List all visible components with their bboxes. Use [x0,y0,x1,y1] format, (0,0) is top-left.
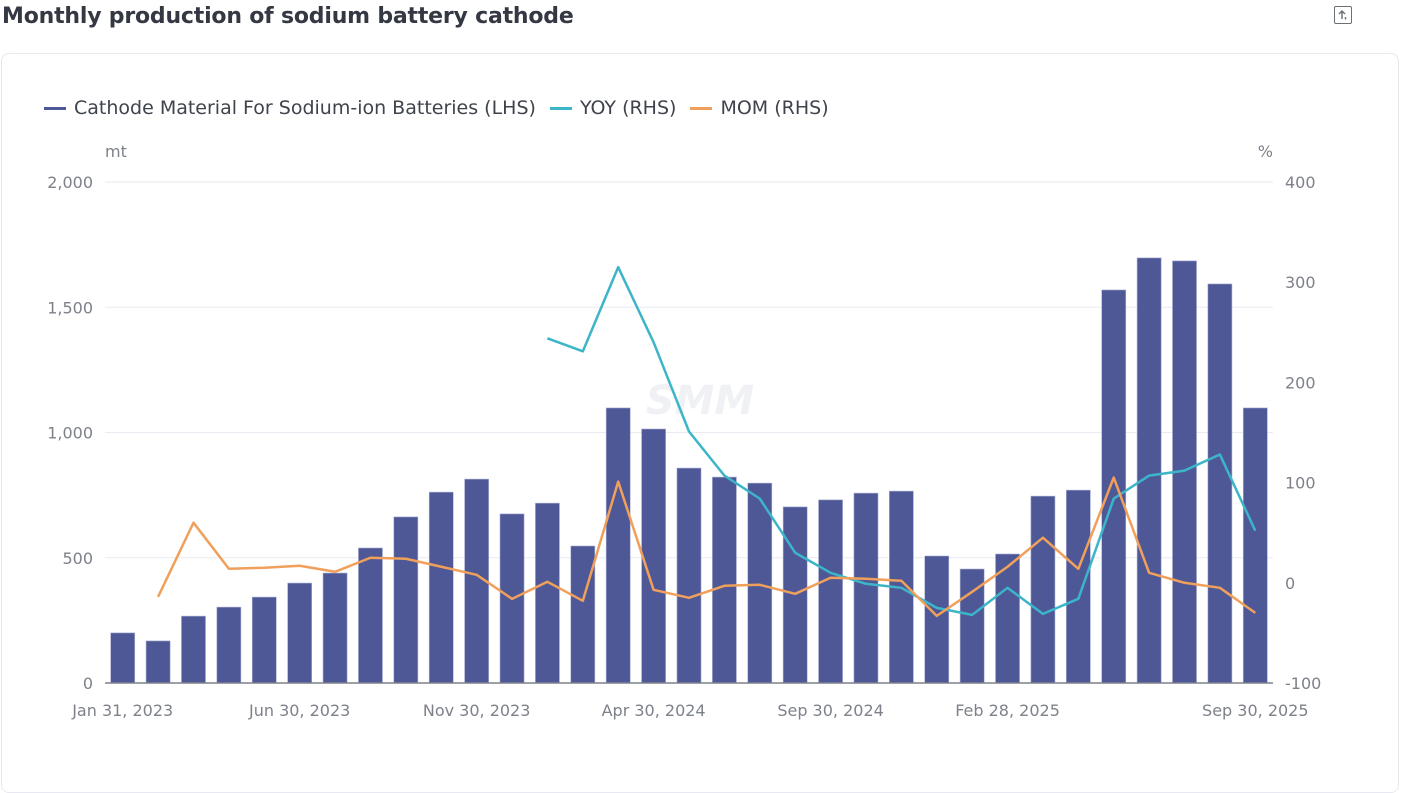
right-axis: -100 0 100 200 300 400 [1285,173,1321,693]
bar[interactable] [428,491,454,684]
page-title: Monthly production of sodium battery cat… [2,4,574,29]
bar[interactable] [1101,289,1127,684]
bar[interactable] [818,499,843,684]
bar[interactable] [1065,489,1091,684]
right-tick-label: 100 [1285,474,1316,493]
export-icon [1338,10,1347,20]
x-tick-label: Feb 28, 2025 [955,701,1060,720]
bar[interactable] [393,516,419,684]
right-tick-label: 200 [1285,373,1316,392]
legend-swatch-yoy [549,106,572,110]
chart-legend: Cathode Material For Sodium-ion Batterie… [44,97,843,119]
watermark: SMM [646,378,754,424]
left-tick-label: 2,000 [47,173,93,192]
legend-swatch-cathode [44,106,66,110]
bar[interactable] [641,428,666,684]
left-tick-label: 500 [62,549,93,568]
left-tick-label: 1,000 [47,424,93,443]
legend-swatch-mom [690,106,713,110]
right-tick-label: 400 [1285,173,1316,192]
mom-line[interactable] [156,476,1257,618]
bar[interactable] [712,476,737,684]
right-tick-label: 0 [1285,574,1295,593]
bar[interactable] [853,492,879,684]
legend-item-cathode[interactable]: Cathode Material For Sodium-ion Batterie… [44,97,536,119]
label-overlap-mask [1171,698,1202,722]
x-tick-label: Nov 30, 2023 [423,701,531,720]
bar[interactable] [1136,257,1162,684]
bar[interactable] [251,596,277,684]
bar[interactable] [1207,283,1233,684]
x-tick-label: Jan 31, 2023 [71,701,173,720]
bar[interactable] [1030,495,1056,684]
right-axis-unit: % [1258,142,1273,161]
legend-label-cathode: Cathode Material For Sodium-ion Batterie… [74,97,536,119]
bar[interactable] [181,615,206,684]
line-series [156,265,1257,618]
x-tick-label: Apr 30, 2024 [602,701,706,720]
x-axis: Jan 31, 2023 Jun 30, 2023 Nov 30, 2023 Apr … [71,701,1308,720]
yoy-line[interactable] [546,265,1257,617]
bar-series [110,257,1268,684]
bar[interactable] [676,467,702,684]
legend-item-yoy[interactable]: YOY (RHS) [549,97,677,119]
bar[interactable] [287,582,313,684]
x-tick-label: Jun 30, 2023 [248,701,350,720]
legend-label-mom: MOM (RHS) [720,97,829,119]
export-button[interactable] [1334,6,1352,24]
bar[interactable] [570,545,596,684]
bar[interactable] [322,572,348,684]
right-tick-label: 300 [1285,273,1316,292]
left-tick-label: 0 [83,674,93,693]
x-tick-label: Sep 30, 2025 [1202,701,1309,720]
left-tick-label: 1,500 [47,298,93,317]
chart-plot: SMM mt % 0 500 1,000 1,500 2,000 -100 0 100 200… [47,142,1321,722]
bar[interactable] [358,547,383,684]
bar[interactable] [535,502,560,684]
bar[interactable] [216,606,242,684]
bar[interactable] [145,640,171,684]
left-axis: 0 500 1,000 1,500 2,000 [47,173,93,693]
bar[interactable] [605,407,631,684]
bar[interactable] [110,632,136,684]
legend-label-yoy: YOY (RHS) [579,97,677,119]
bar[interactable] [995,553,1020,684]
bar[interactable] [959,568,985,684]
left-axis-unit: mt [105,142,127,161]
bar[interactable] [747,482,773,684]
bar[interactable] [1242,407,1268,684]
x-tick-label: Sep 30, 2024 [777,701,884,720]
bar[interactable] [924,555,950,684]
legend-item-mom[interactable]: MOM (RHS) [690,97,829,119]
right-tick-label: -100 [1285,674,1321,693]
